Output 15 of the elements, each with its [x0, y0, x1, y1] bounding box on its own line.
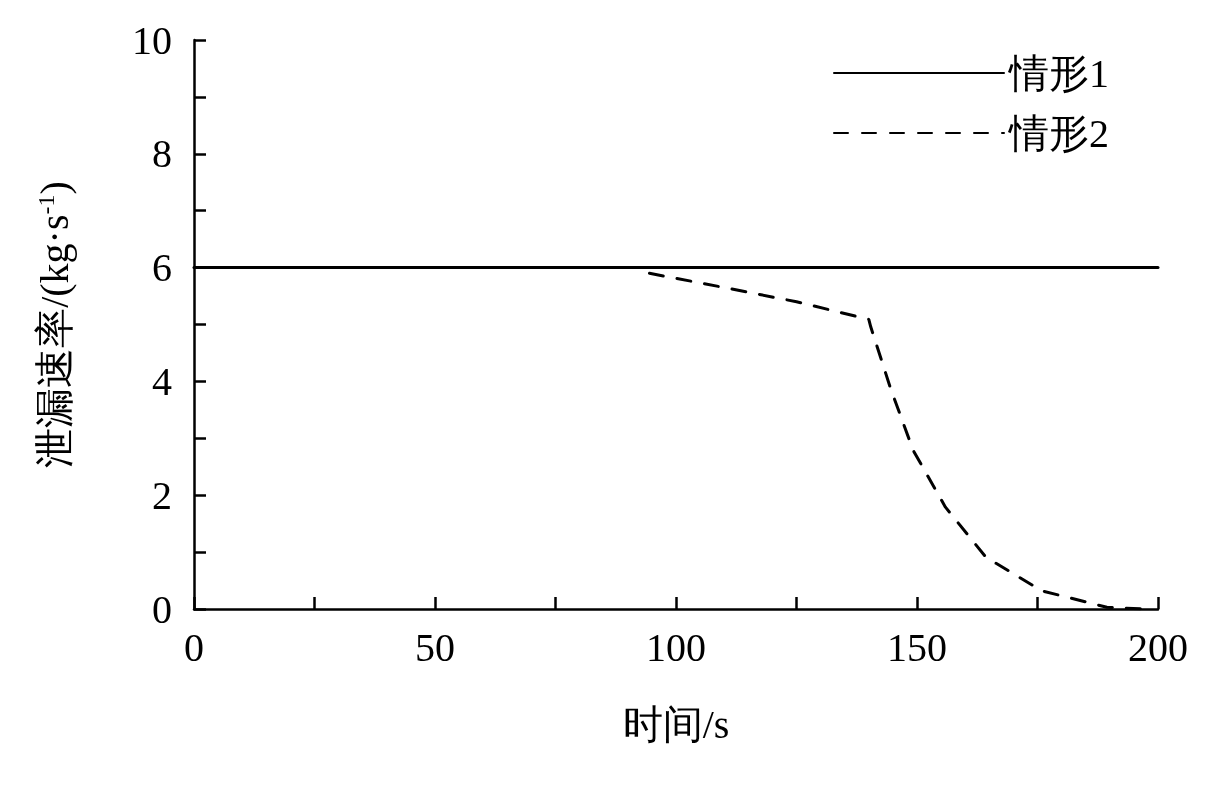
x-tick-label: 150 — [887, 624, 947, 670]
y-tick-label: 8 — [152, 131, 172, 177]
y-tick-label: 4 — [152, 358, 172, 404]
y-tick-label: 0 — [152, 586, 172, 632]
y-tick-label: 2 — [152, 472, 172, 518]
x-tick-label: 100 — [646, 624, 706, 670]
legend-label: 情形2 — [1007, 110, 1109, 156]
legend-label: 情形1 — [1007, 50, 1109, 96]
x-tick-label: 200 — [1128, 624, 1188, 670]
y-tick-label: 10 — [132, 17, 172, 63]
x-axis-title: 时间/s — [622, 701, 730, 747]
x-tick-label: 0 — [184, 624, 204, 670]
y-axis-title: 泄漏速率/(kg·s-1) — [31, 181, 77, 468]
y-tick-label: 6 — [152, 245, 172, 291]
x-tick-label: 50 — [415, 624, 455, 670]
